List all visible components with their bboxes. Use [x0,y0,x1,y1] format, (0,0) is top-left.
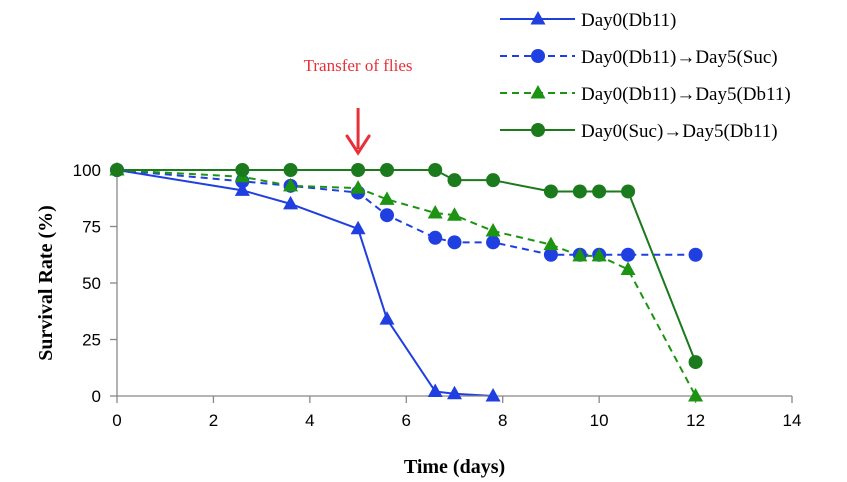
data-point [485,388,501,402]
legend-label: Day0(Db11)→Day5(Db11) [581,84,791,105]
data-point [620,261,636,275]
x-ticks: 0 2 4 6 8 10 12 14 [112,396,801,430]
series-line [116,169,697,397]
data-point [428,230,443,245]
x-tick-label: 2 [209,411,218,430]
data-point [688,355,703,370]
legend-marker [530,85,546,99]
annotation-label: Transfer of flies [304,56,413,75]
data-point [447,235,462,250]
legend: Day0(Db11) Day0(Db11)→Day5(Suc) Day0(Db11)… [500,10,791,142]
data-point [591,247,607,262]
y-axis-title: Survival Rate (%) [35,205,57,361]
data-point [543,236,559,251]
x-tick-label: 4 [305,411,314,430]
data-point [543,184,558,199]
data-point [427,383,443,397]
y-tick-label: 75 [82,218,101,237]
x-tick-label: 12 [686,411,705,430]
data-point [380,163,394,177]
data-point [621,184,636,199]
y-tick-label: 100 [73,161,101,180]
data-point [447,385,462,400]
series-line [116,169,494,397]
legend-label: Day0(Suc)→Day5(Db11) [581,121,778,142]
data-point [379,311,395,325]
data-point [621,247,636,262]
data-point [380,208,394,223]
series-line [116,169,696,256]
data-point [447,207,462,221]
data-point [283,195,299,210]
legend-marker [530,11,546,25]
data-point [234,182,250,196]
x-tick-label: 0 [112,411,121,430]
data-point [688,247,703,262]
legend-marker [531,49,545,63]
data-point [379,191,395,205]
x-tick-label: 6 [402,411,411,430]
data-point [235,163,250,177]
data-point [428,163,443,177]
data-point [572,247,588,262]
legend-label: Day0(Db11) [581,10,676,31]
data-point [350,220,366,235]
data-point [110,163,124,177]
data-point [486,173,501,188]
data-point [572,184,587,199]
transfer-annotation: Transfer of flies [304,56,413,156]
data-point [592,184,607,199]
x-tick-label: 8 [498,411,507,430]
data-point [447,173,462,188]
data-point [486,235,501,250]
data-point [283,163,298,177]
y-tick-label: 25 [82,331,101,350]
data-point [688,388,704,402]
y-tick-label: 50 [82,274,101,293]
legend-label: Day0(Db11)→Day5(Suc) [581,47,778,68]
data-point [485,223,501,237]
y-ticks: 0 25 50 75 100 [73,161,117,406]
x-axis-title: Time (days) [404,456,505,478]
x-tick-label: 14 [783,411,802,430]
data-point [543,247,558,262]
series-line [117,169,697,363]
data-point [427,204,443,219]
data-point [350,180,366,194]
annotation-arrow-head [345,134,371,156]
legend-marker [531,123,545,137]
plot-lines [116,169,697,397]
data-point [351,163,366,177]
y-tick-label: 0 [92,387,101,406]
plot-markers [109,162,704,402]
x-tick-label: 10 [590,411,609,430]
data-point [283,177,299,192]
